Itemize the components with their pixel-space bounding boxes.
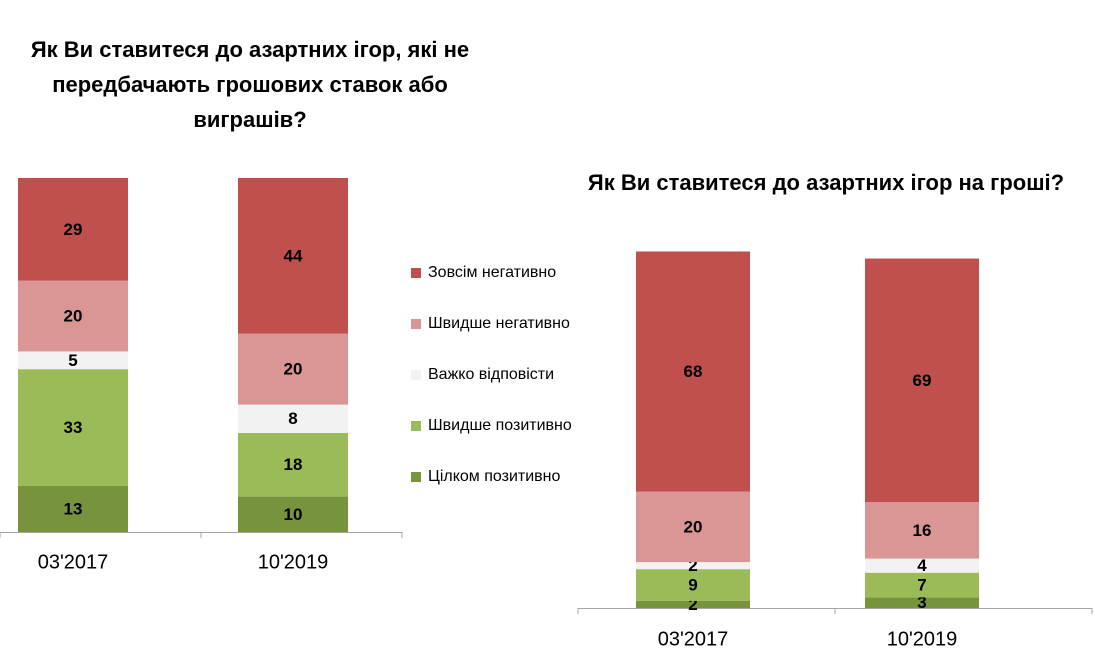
data-label: 16: [913, 521, 932, 540]
data-label: 13: [64, 499, 83, 518]
bar-segment: [18, 178, 128, 281]
data-label: 68: [684, 362, 703, 381]
data-label: 4: [917, 556, 927, 575]
legend-label: Швидше негативно: [428, 315, 570, 332]
data-label: 9: [688, 576, 697, 595]
data-label: 3: [917, 593, 926, 612]
data-label: 20: [284, 360, 303, 379]
bar-segment: [18, 369, 128, 486]
bar-segment: [238, 432, 348, 497]
data-label: 7: [917, 576, 926, 595]
data-label: 2: [688, 595, 697, 614]
bar-segment: [865, 258, 979, 503]
bar-segment: [865, 597, 979, 608]
bar-segment: [636, 562, 750, 570]
bar-segment: [238, 496, 348, 532]
legend-swatch: [411, 370, 421, 380]
legend-swatch: [411, 268, 421, 278]
bar-segment: [865, 502, 979, 559]
legend-swatch: [411, 472, 421, 482]
bar-segment: [238, 404, 348, 433]
x-tick-label: 10'2019: [887, 628, 958, 650]
x-tick-label: 03'2017: [38, 551, 109, 573]
data-label: 10: [284, 505, 303, 524]
bar-segment: [238, 333, 348, 405]
bar-segment: [865, 558, 979, 573]
data-label: 33: [64, 418, 83, 437]
data-label: 20: [684, 517, 703, 536]
legend-label: Важко відповісти: [428, 366, 554, 383]
bar-segment: [636, 569, 750, 601]
legend-label: Зовсім негативно: [428, 264, 556, 281]
bar-segment: [865, 572, 979, 598]
bar-segment: [18, 351, 128, 370]
bar-segment: [636, 251, 750, 492]
legend-swatch: [411, 421, 421, 431]
data-label: 29: [64, 220, 83, 239]
data-label: 18: [284, 455, 303, 474]
chart-title: Як Ви ставитеся до азартних ігор на грош…: [587, 170, 1065, 195]
bar-segment: [636, 600, 750, 608]
legend-swatch: [411, 319, 421, 329]
bar-segment: [18, 485, 128, 532]
legend-label: Цілком позитивно: [428, 468, 561, 485]
x-tick-label: 10'2019: [258, 551, 329, 573]
data-label: 44: [284, 246, 303, 265]
x-tick-label: 03'2017: [658, 628, 729, 650]
data-label: 5: [68, 351, 77, 370]
data-label: 8: [288, 409, 297, 428]
legend-label: Швидше позитивно: [428, 417, 572, 434]
data-label: 20: [64, 307, 83, 326]
data-label: 69: [913, 371, 932, 390]
bar-segment: [636, 491, 750, 563]
data-label: 2: [688, 556, 697, 575]
bar-segment: [18, 280, 128, 352]
bar-segment: [238, 178, 348, 334]
chart-title: Як Ви ставитеся до азартних ігор, які не…: [30, 37, 470, 132]
